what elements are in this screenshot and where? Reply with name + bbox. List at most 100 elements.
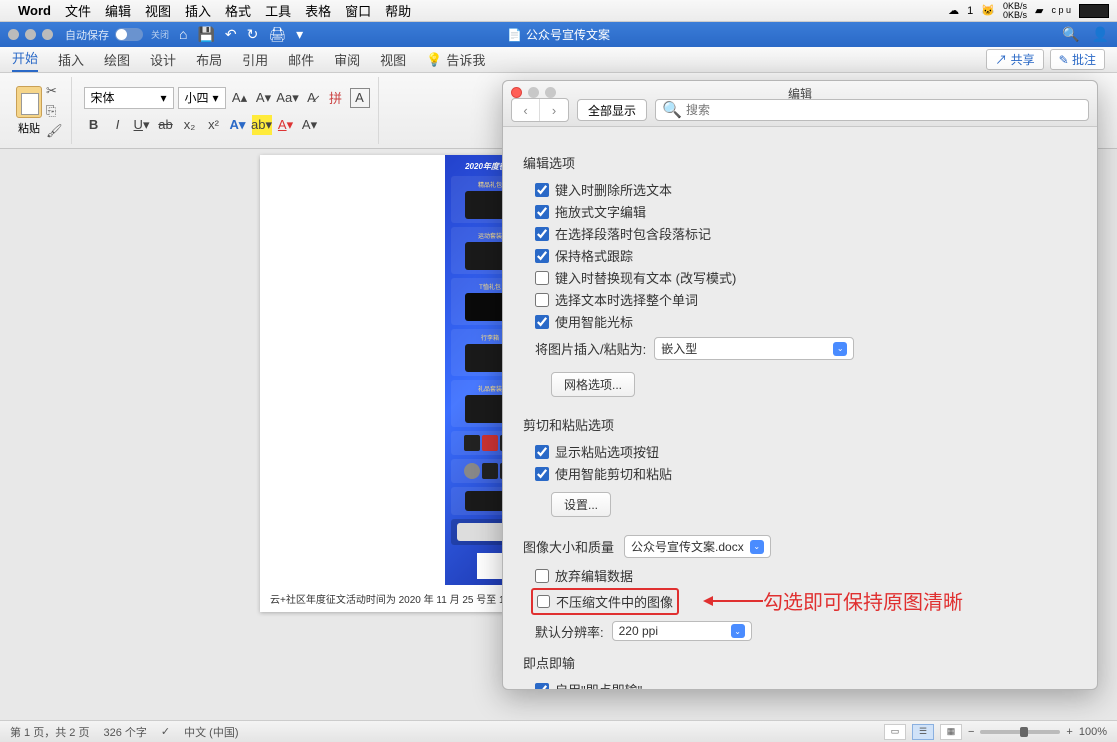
insert-paste-select[interactable]: 嵌入型⌄ xyxy=(654,337,854,360)
search-icon[interactable]: 🔍 xyxy=(1062,26,1079,43)
spellcheck-icon[interactable]: ✓ xyxy=(161,725,170,738)
dialog-search[interactable]: 🔍 xyxy=(655,99,1089,121)
opt-overtype[interactable]: 键入时替换现有文本 (改写模式) xyxy=(535,268,1077,287)
clear-format-icon[interactable]: A̷ xyxy=(302,88,322,108)
forward-icon[interactable]: › xyxy=(540,99,568,121)
image-doc-select[interactable]: 公众号宣传文案.docx⌄ xyxy=(624,535,771,558)
autosave-state: 关闭 xyxy=(151,28,169,41)
undo-icon[interactable]: ↶ xyxy=(225,26,237,43)
menu-view[interactable]: 视图 xyxy=(145,1,171,20)
superscript-icon[interactable]: x² xyxy=(204,115,224,135)
tab-layout[interactable]: 布局 xyxy=(196,50,222,69)
disk-icon[interactable]: ▰ xyxy=(1035,4,1043,17)
menu-insert[interactable]: 插入 xyxy=(185,1,211,20)
cut-icon[interactable]: ✂ xyxy=(46,83,63,99)
ribbon-right-buttons: ↗ 共享 ✎ 批注 xyxy=(986,49,1105,70)
opt-track-formatting[interactable]: 保持格式跟踪 xyxy=(535,246,1077,265)
menu-edit[interactable]: 编辑 xyxy=(105,1,131,20)
close-icon[interactable] xyxy=(8,29,19,40)
menu-help[interactable]: 帮助 xyxy=(385,1,411,20)
opt-delete-selection[interactable]: 键入时删除所选文本 xyxy=(535,180,1077,199)
opt-whole-word[interactable]: 选择文本时选择整个单词 xyxy=(535,290,1077,309)
underline-icon[interactable]: U▾ xyxy=(132,115,152,135)
default-res-select[interactable]: 220 ppi⌄ xyxy=(612,621,752,641)
menu-file[interactable]: 文件 xyxy=(65,1,91,20)
italic-icon[interactable]: I xyxy=(108,115,128,135)
web-view-icon[interactable]: ▦ xyxy=(940,724,962,740)
back-icon[interactable]: ‹ xyxy=(512,99,540,121)
shading-icon[interactable]: A▾ xyxy=(300,115,320,135)
subscript-icon[interactable]: x₂ xyxy=(180,115,200,135)
autosave-toggle[interactable] xyxy=(115,28,143,41)
settings-button[interactable]: 设置... xyxy=(551,492,611,517)
focus-view-icon[interactable]: ▭ xyxy=(884,724,906,740)
paste-icon[interactable] xyxy=(16,86,42,118)
phonetic-icon[interactable]: 拼 xyxy=(326,88,346,108)
tab-insert[interactable]: 插入 xyxy=(58,50,84,69)
comment-button[interactable]: ✎ 批注 xyxy=(1050,49,1105,70)
save-icon[interactable]: 💾 xyxy=(197,26,214,43)
tab-draw[interactable]: 绘图 xyxy=(104,50,130,69)
text-effects-icon[interactable]: A▾ xyxy=(228,115,248,135)
print-view-icon[interactable]: ☰ xyxy=(912,724,934,740)
redo-icon[interactable]: ↻ xyxy=(247,26,259,43)
maximize-icon[interactable] xyxy=(42,29,53,40)
cat-icon[interactable]: 🐱 xyxy=(981,4,995,17)
tab-home[interactable]: 开始 xyxy=(12,48,38,72)
menu-tools[interactable]: 工具 xyxy=(265,1,291,20)
tell-me[interactable]: 告诉我 xyxy=(446,50,485,69)
dialog-search-input[interactable] xyxy=(686,103,1082,117)
user-icon[interactable]: 👤 xyxy=(1092,26,1109,43)
show-all-button[interactable]: 全部显示 xyxy=(577,99,647,121)
zoom-out-icon[interactable]: − xyxy=(968,726,974,738)
opt-drag-drop[interactable]: 拖放式文字编辑 xyxy=(535,202,1077,221)
zoom-level[interactable]: 100% xyxy=(1079,726,1107,738)
font-color-icon[interactable]: A▾ xyxy=(276,115,296,135)
highlight-icon[interactable]: ab▾ xyxy=(252,115,272,135)
font-name-select[interactable]: 宋体▾ xyxy=(84,87,174,109)
home-icon[interactable]: ⌂ xyxy=(179,26,187,43)
strike-icon[interactable]: ab xyxy=(156,115,176,135)
zoom-in-icon[interactable]: + xyxy=(1066,726,1072,738)
dialog-minimize-icon[interactable] xyxy=(528,87,539,98)
copy-icon[interactable]: ⎘ xyxy=(46,103,63,119)
language[interactable]: 中文 (中国) xyxy=(184,724,238,740)
opt-show-paste-options[interactable]: 显示粘贴选项按钮 xyxy=(535,442,1077,461)
opt-no-compress-checkbox[interactable] xyxy=(537,595,550,608)
enclose-icon[interactable]: A xyxy=(350,88,370,108)
tab-review[interactable]: 审阅 xyxy=(334,50,360,69)
tab-design[interactable]: 设计 xyxy=(150,50,176,69)
print-icon[interactable]: 🖨 xyxy=(268,26,286,43)
tab-references[interactable]: 引用 xyxy=(242,50,268,69)
edit-preferences-dialog: 编辑 ‹ › 全部显示 🔍 编辑选项 键入时删除所选文本 拖放式文字编辑 在选择… xyxy=(502,80,1098,690)
shrink-font-icon[interactable]: A▾ xyxy=(254,88,274,108)
opt-discard-edit-data[interactable]: 放弃编辑数据 xyxy=(535,566,1077,585)
minimize-icon[interactable] xyxy=(25,29,36,40)
share-button[interactable]: ↗ 共享 xyxy=(986,49,1043,70)
opt-enable-click-type[interactable]: 启用"即点即输" xyxy=(535,680,1077,689)
tab-view[interactable]: 视图 xyxy=(380,50,406,69)
grid-options-button[interactable]: 网格选项... xyxy=(551,372,635,397)
wechat-icon[interactable]: ☁ xyxy=(948,4,959,17)
font-size-select[interactable]: 小四▾ xyxy=(178,87,226,109)
menu-window[interactable]: 窗口 xyxy=(345,1,371,20)
app-name[interactable]: Word xyxy=(18,3,51,18)
word-count[interactable]: 326 个字 xyxy=(103,724,146,740)
macos-menubar: Word 文件 编辑 视图 插入 格式 工具 表格 窗口 帮助 ☁ 1 🐱 0K… xyxy=(0,0,1117,22)
tab-mailings[interactable]: 邮件 xyxy=(288,50,314,69)
grow-font-icon[interactable]: A▴ xyxy=(230,88,250,108)
menu-table[interactable]: 表格 xyxy=(305,1,331,20)
opt-paragraph-mark[interactable]: 在选择段落时包含段落标记 xyxy=(535,224,1077,243)
menu-format[interactable]: 格式 xyxy=(225,1,251,20)
bold-icon[interactable]: B xyxy=(84,115,104,135)
dropdown-icon[interactable]: ▾ xyxy=(296,26,303,43)
zoom-slider[interactable] xyxy=(980,730,1060,734)
opt-smart-cursor[interactable]: 使用智能光标 xyxy=(535,312,1077,331)
dialog-close-icon[interactable] xyxy=(511,87,522,98)
format-painter-icon[interactable]: 🖌 xyxy=(46,123,63,139)
change-case-icon[interactable]: Aa▾ xyxy=(278,88,298,108)
page-count[interactable]: 第 1 页，共 2 页 xyxy=(10,724,89,740)
default-res-label: 默认分辨率: xyxy=(535,622,604,641)
opt-smart-cut-paste[interactable]: 使用智能剪切和粘贴 xyxy=(535,464,1077,483)
dialog-zoom-icon[interactable] xyxy=(545,87,556,98)
